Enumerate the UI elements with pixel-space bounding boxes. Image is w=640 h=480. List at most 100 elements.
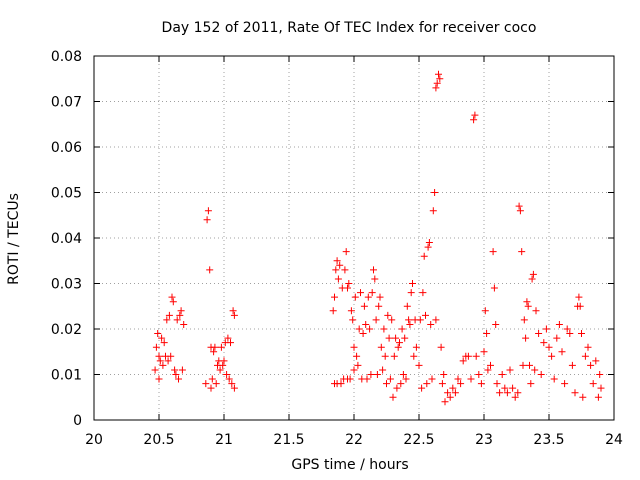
data-point [594, 393, 602, 401]
data-point [204, 207, 212, 215]
data-point [418, 384, 426, 392]
x-tick-label: 22.5 [403, 432, 434, 448]
data-point [151, 366, 159, 374]
data-point [470, 116, 478, 124]
data-point [471, 111, 479, 119]
y-tick-label: 0.03 [51, 277, 82, 293]
data-point [350, 343, 358, 351]
data-points [151, 70, 605, 406]
data-point [155, 352, 163, 360]
data-point [515, 202, 523, 210]
data-point [228, 380, 236, 388]
data-point [344, 284, 351, 292]
data-point [392, 334, 400, 342]
x-tick-label: 23.5 [533, 432, 564, 448]
data-point [435, 70, 442, 78]
data-point [484, 366, 492, 374]
data-point [415, 361, 423, 369]
data-point [529, 270, 537, 278]
data-point [332, 266, 340, 274]
data-point [575, 293, 583, 301]
data-point [399, 371, 407, 378]
data-point [180, 320, 188, 328]
data-point [210, 348, 218, 356]
data-point [441, 398, 449, 406]
y-tick-label: 0.01 [51, 368, 82, 384]
data-point [362, 320, 370, 328]
data-point [168, 293, 176, 301]
data-point [208, 375, 216, 383]
data-point [472, 352, 480, 360]
data-point [581, 352, 589, 360]
data-point [229, 307, 237, 315]
data-point [459, 357, 467, 365]
data-point [540, 339, 548, 347]
data-point [519, 361, 527, 369]
data-point [571, 389, 579, 397]
data-point [172, 371, 180, 378]
data-point [393, 384, 401, 392]
data-point [410, 352, 418, 360]
data-point [526, 361, 533, 369]
y-tick-label: 0.05 [51, 186, 82, 202]
data-point [483, 330, 491, 338]
data-point [363, 375, 371, 383]
data-point [487, 361, 494, 369]
y-tick-label: 0.06 [51, 140, 82, 156]
data-point [566, 330, 574, 338]
data-point [412, 343, 420, 351]
data-point [372, 316, 380, 324]
y-tick-labels: 0 0.01 0.02 0.03 0.04 0.05 0.06 0.07 0.08 [51, 49, 82, 429]
data-point [401, 334, 409, 342]
data-point [496, 389, 504, 397]
data-point [528, 275, 536, 283]
x-tick-label: 20 [85, 432, 103, 448]
data-point [433, 79, 441, 87]
x-tick-label: 23 [475, 432, 493, 448]
data-point [368, 289, 376, 297]
data-point [451, 389, 459, 397]
data-point [509, 384, 517, 392]
data-point [376, 293, 384, 301]
data-point [380, 325, 388, 333]
data-point [164, 357, 172, 365]
data-point [576, 302, 584, 310]
data-point [167, 352, 175, 360]
data-point [416, 316, 424, 324]
data-point [177, 307, 185, 315]
data-point [545, 343, 553, 351]
y-tick-label: 0 [73, 413, 82, 429]
data-point [373, 371, 381, 378]
data-point [169, 298, 177, 306]
data-point [206, 266, 214, 274]
data-point [428, 375, 436, 383]
data-point [397, 380, 405, 388]
data-point [388, 316, 396, 324]
data-point [371, 275, 379, 283]
axis-ticks [93, 55, 615, 421]
data-point [389, 393, 397, 401]
data-point [436, 75, 444, 83]
chart-title: Day 152 of 2011, Rate Of TEC Index for r… [162, 20, 537, 36]
data-point [217, 343, 225, 351]
data-point [173, 316, 181, 324]
data-point [492, 320, 500, 328]
data-point [351, 293, 359, 301]
y-tick-label: 0.07 [51, 95, 82, 111]
data-point [563, 325, 571, 333]
data-point [357, 289, 364, 297]
data-point [345, 280, 353, 287]
data-point [396, 339, 403, 347]
data-point [359, 330, 367, 338]
data-point [596, 371, 604, 378]
data-point [475, 371, 483, 378]
data-point [522, 334, 530, 342]
data-point [176, 311, 184, 319]
data-point [527, 380, 535, 388]
data-point [178, 366, 186, 374]
x-tick-labels: 20 20.5 21 21.5 22 22.5 23 23.5 24 [85, 432, 623, 448]
data-point [431, 189, 439, 196]
data-point [347, 307, 355, 315]
data-point [375, 302, 383, 310]
